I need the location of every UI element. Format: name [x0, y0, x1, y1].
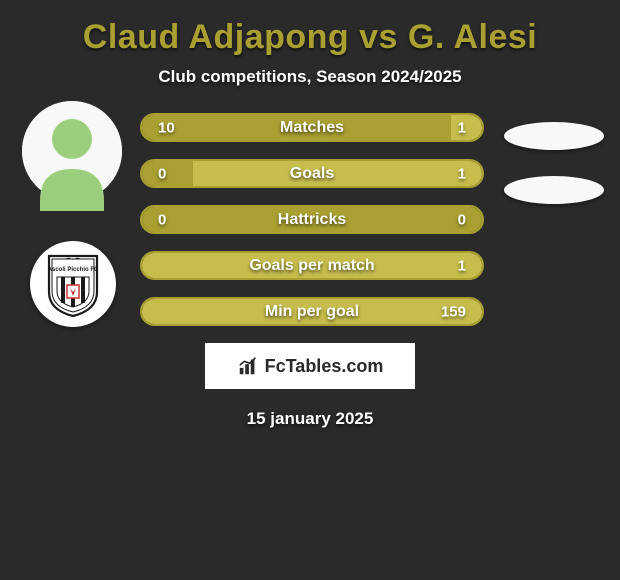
side-indicator-1 — [504, 122, 604, 150]
brand-footer: FcTables.com — [205, 343, 415, 389]
stat-left-value: 0 — [158, 211, 166, 228]
stat-left-fill — [142, 161, 193, 186]
stat-row-min-per-goal: 159 Min per goal — [140, 297, 484, 326]
stat-right-value: 0 — [458, 211, 466, 228]
stat-right-fill — [193, 161, 482, 186]
page-title: Claud Adjapong vs G. Alesi — [10, 18, 610, 57]
brand-text: FcTables.com — [265, 356, 384, 377]
stat-label: Hattricks — [278, 211, 346, 229]
stat-right-value: 1 — [458, 165, 466, 182]
stat-label: Goals — [290, 165, 334, 183]
stat-left-value: 0 — [158, 165, 166, 182]
stat-right-value: 1 — [458, 257, 466, 274]
club-badge: Ascoli Picchio FC — [30, 241, 116, 327]
stat-row-matches: 10 1 Matches — [140, 113, 484, 142]
subtitle: Club competitions, Season 2024/2025 — [10, 67, 610, 87]
stat-right-value: 1 — [458, 119, 466, 136]
stat-row-hattricks: 0 0 Hattricks — [140, 205, 484, 234]
stat-right-value: 159 — [441, 303, 466, 320]
footer-date: 15 january 2025 — [10, 409, 610, 429]
stat-right-fill — [451, 115, 482, 140]
stat-left-value: 10 — [158, 119, 175, 136]
chart-icon — [237, 355, 259, 377]
stat-row-goals-per-match: 1 Goals per match — [140, 251, 484, 280]
stat-label: Min per goal — [265, 303, 359, 321]
stat-label: Matches — [280, 119, 344, 137]
stat-row-goals: 0 1 Goals — [140, 159, 484, 188]
player-avatar — [22, 101, 122, 201]
stat-label: Goals per match — [249, 257, 374, 275]
side-indicator-2 — [504, 176, 604, 204]
svg-text:Ascoli Picchio FC: Ascoli Picchio FC — [48, 267, 99, 273]
